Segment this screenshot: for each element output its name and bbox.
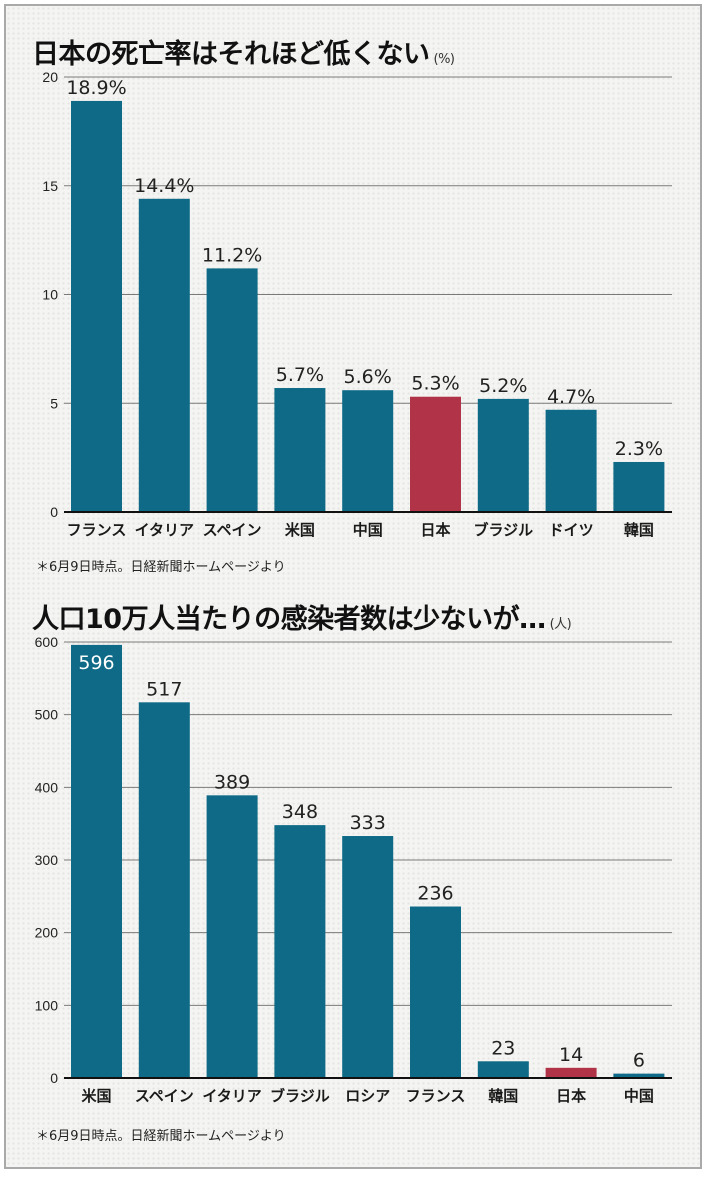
chart1-data-label: 2.3% xyxy=(615,438,663,460)
chart1-bar xyxy=(138,198,190,513)
chart1-data-label: 14.4% xyxy=(134,175,194,197)
chart1-category-label: 中国 xyxy=(353,521,383,539)
chart1-data-label: 4.7% xyxy=(547,386,595,408)
chart1-data-label: 5.6% xyxy=(344,366,392,388)
chart2-unit: (人) xyxy=(549,617,572,632)
chart1-bar xyxy=(71,100,122,513)
chart1-data-label: 5.7% xyxy=(276,364,324,386)
chart2-bar xyxy=(545,1067,597,1078)
chart1-bar xyxy=(545,409,597,512)
chart2-ytick-label: 600 xyxy=(35,634,59,650)
chart2-bar xyxy=(206,795,258,1078)
chart1-bar xyxy=(206,268,258,512)
chart1-ytick-label: 0 xyxy=(50,504,58,520)
chart1-data-label: 18.9% xyxy=(66,77,126,99)
chart1-data-label: 5.3% xyxy=(411,373,459,395)
chart1-title-text: 日本の死亡率はそれほど低くない xyxy=(32,39,430,70)
chart1-bar xyxy=(613,461,665,512)
chart1-category-label: 米国 xyxy=(285,521,315,539)
chart2-category-label: ロシア xyxy=(345,1087,390,1105)
chart2-data-label: 14 xyxy=(559,1044,583,1066)
chart2-data-label: 23 xyxy=(491,1037,515,1059)
chart1-ytick-label: 5 xyxy=(50,395,58,411)
chart2-data-label: 517 xyxy=(146,678,182,700)
chart2-title-text: 人口10万人当たりの感染者数は少ないが… xyxy=(32,604,546,635)
chart2-title: 人口10万人当たりの感染者数は少ないが… (人) xyxy=(32,597,572,636)
chart2-data-label: 236 xyxy=(417,883,453,905)
chart2-bar xyxy=(613,1073,665,1078)
chart1-category-label: 日本 xyxy=(420,521,450,539)
chart2-bar xyxy=(138,702,190,1078)
chart2-category-label: イタリア xyxy=(202,1087,261,1105)
chart1-bar xyxy=(274,388,326,512)
chart2-ytick-label: 300 xyxy=(35,852,59,868)
chart1-plot: 0 5 10 15 20 18.9% フランス 14.4% イタリア 11.2% スペイン 5.7% 米… xyxy=(42,69,672,539)
chart2-category-label: ブラジル xyxy=(270,1087,330,1105)
chart2-category-label: 日本 xyxy=(556,1087,586,1105)
chart2-bar xyxy=(477,1061,529,1078)
chart1-data-label: 11.2% xyxy=(202,244,262,266)
chart2-bar xyxy=(342,836,394,1078)
chart2-plot: 0 100 200 300 400 500 600 596 米国 517 スペイン 389 イタリア 34… xyxy=(35,634,672,1105)
chart1-ytick-label: 20 xyxy=(42,69,58,85)
chart1-bar xyxy=(342,390,394,512)
chart2-note: ＊6月9日時点。日経新聞ホームページより xyxy=(36,1129,286,1144)
chart2-category-label: スペイン xyxy=(135,1087,194,1105)
chart2-category-label: フランス xyxy=(406,1087,466,1105)
chart2-data-label: 389 xyxy=(214,771,250,793)
chart2-category-label: 中国 xyxy=(624,1087,654,1105)
chart1-category-label: ブラジル xyxy=(473,521,533,539)
chart1-unit: (%) xyxy=(433,52,456,67)
chart1-data-label: 5.2% xyxy=(479,375,527,397)
chart2-ytick-label: 200 xyxy=(35,925,59,941)
chart2-data-label: 6 xyxy=(633,1050,645,1072)
chart1-bar xyxy=(477,398,529,512)
chart2-bar xyxy=(71,644,122,1078)
chart2-ytick-label: 100 xyxy=(35,997,59,1013)
chart2-data-label: 333 xyxy=(350,812,386,834)
chart2-category-label: 米国 xyxy=(81,1087,111,1105)
chart1-category-label: イタリア xyxy=(135,521,194,539)
chart2-ytick-label: 0 xyxy=(50,1070,58,1086)
chart2-ytick-label: 500 xyxy=(35,707,59,723)
chart1-category-label: ドイツ xyxy=(549,521,594,539)
chart2-bar xyxy=(274,825,326,1078)
chart1-category-label: フランス xyxy=(67,521,127,539)
chart1-category-label: 韓国 xyxy=(624,521,654,539)
chart1-ytick-label: 10 xyxy=(42,287,58,303)
chart2-data-label: 596 xyxy=(78,652,114,674)
chart2-category-label: 韓国 xyxy=(488,1087,518,1105)
chart1-note: ＊6月9日時点。日経新聞ホームページより xyxy=(36,560,286,575)
chart1-ytick-label: 15 xyxy=(42,178,58,194)
chart2-ytick-label: 400 xyxy=(35,779,59,795)
chart1-category-label: スペイン xyxy=(203,521,262,539)
chart2-bar xyxy=(410,906,461,1078)
chart1-bar xyxy=(410,396,461,512)
chart2-data-label: 348 xyxy=(282,801,318,823)
chart1-title: 日本の死亡率はそれほど低くない (%) xyxy=(32,32,455,71)
